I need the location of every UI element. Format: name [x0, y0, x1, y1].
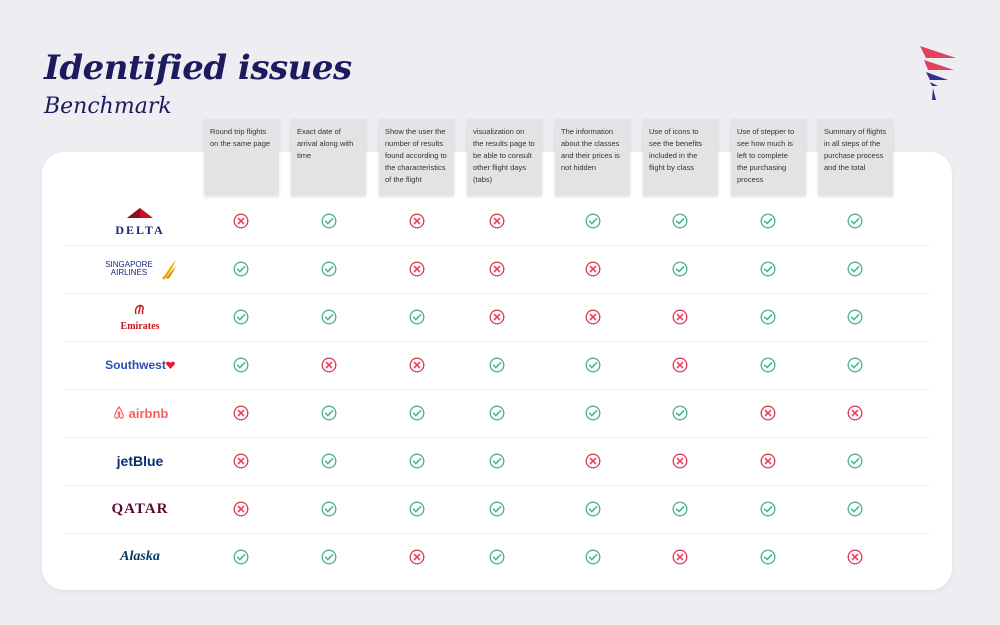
airline-logo-delta: DELTA — [70, 206, 210, 237]
airline-logo-qatar: QATAR — [70, 494, 210, 524]
page-subtitle: Benchmark — [44, 94, 172, 119]
cross-circle-icon — [672, 549, 688, 565]
cross-circle-icon — [672, 453, 688, 469]
column-header: Use of stepper to see how much is left t… — [731, 119, 806, 195]
airline-logo-emirates: Emirates — [70, 302, 210, 332]
logo-text: jetBlue — [116, 453, 164, 469]
check-circle-icon — [760, 549, 776, 565]
check-circle-icon — [847, 501, 863, 517]
brand-logo-icon — [920, 44, 956, 100]
cross-circle-icon — [489, 309, 505, 325]
check-circle-icon — [233, 309, 249, 325]
check-circle-icon — [321, 549, 337, 565]
logo-text: Southwest — [105, 358, 166, 372]
airline-logo-alaska: Alaska — [70, 542, 210, 572]
logo-text: Emirates — [120, 321, 160, 332]
column-header: visualization on the results page to be … — [467, 119, 542, 195]
cross-circle-icon — [233, 213, 249, 229]
cross-circle-icon — [409, 549, 425, 565]
check-circle-icon — [489, 453, 505, 469]
cross-circle-icon — [672, 309, 688, 325]
check-circle-icon — [321, 405, 337, 421]
check-circle-icon — [847, 309, 863, 325]
check-circle-icon — [847, 357, 863, 373]
check-circle-icon — [585, 501, 601, 517]
cross-circle-icon — [409, 261, 425, 277]
check-circle-icon — [760, 261, 776, 277]
check-circle-icon — [489, 405, 505, 421]
column-header: Use of icons to see the benefits include… — [643, 119, 718, 195]
check-circle-icon — [489, 501, 505, 517]
cross-circle-icon — [409, 357, 425, 373]
logo-text: Alaska — [120, 549, 160, 564]
cross-circle-icon — [585, 453, 601, 469]
cross-circle-icon — [233, 453, 249, 469]
check-circle-icon — [321, 213, 337, 229]
row-divider — [64, 245, 930, 246]
check-circle-icon — [585, 213, 601, 229]
check-circle-icon — [321, 501, 337, 517]
column-header: The information about the classes and th… — [555, 119, 630, 195]
check-circle-icon — [585, 357, 601, 373]
column-header: Round trip flights on the same page — [204, 119, 279, 195]
cross-circle-icon — [233, 405, 249, 421]
cross-circle-icon — [409, 213, 425, 229]
cross-circle-icon — [760, 453, 776, 469]
row-divider — [64, 389, 930, 390]
airline-logo-singapore: SINGAPORE AIRLINES — [70, 254, 210, 284]
check-circle-icon — [233, 357, 249, 373]
cross-circle-icon — [321, 357, 337, 373]
row-divider — [64, 533, 930, 534]
check-circle-icon — [321, 261, 337, 277]
cross-circle-icon — [233, 501, 249, 517]
check-circle-icon — [760, 501, 776, 517]
check-circle-icon — [760, 309, 776, 325]
column-header: Show the user the number of results foun… — [379, 119, 454, 195]
cross-circle-icon — [760, 405, 776, 421]
check-circle-icon — [233, 261, 249, 277]
cross-circle-icon — [672, 357, 688, 373]
check-circle-icon — [760, 357, 776, 373]
cross-circle-icon — [847, 405, 863, 421]
logo-text: QATAR — [111, 500, 169, 517]
logo-text: SINGAPORE AIRLINES — [105, 260, 153, 277]
check-circle-icon — [760, 213, 776, 229]
page-title: Identified issues — [44, 48, 352, 88]
check-circle-icon — [409, 405, 425, 421]
benchmark-card — [42, 152, 952, 590]
column-header: Summary of flights in all steps of the p… — [818, 119, 893, 195]
cross-circle-icon — [847, 549, 863, 565]
cross-circle-icon — [585, 261, 601, 277]
row-divider — [64, 437, 930, 438]
check-circle-icon — [672, 261, 688, 277]
column-header: Exact date of arrival along with time — [291, 119, 366, 195]
check-circle-icon — [847, 261, 863, 277]
airline-logo-airbnb: airbnb — [70, 398, 210, 428]
airline-logo-southwest: Southwest — [70, 350, 210, 380]
check-circle-icon — [489, 357, 505, 373]
check-circle-icon — [847, 213, 863, 229]
logo-text: airbnb — [128, 405, 169, 421]
check-circle-icon — [409, 453, 425, 469]
check-circle-icon — [233, 549, 249, 565]
check-circle-icon — [585, 405, 601, 421]
check-circle-icon — [672, 501, 688, 517]
cross-circle-icon — [585, 309, 601, 325]
row-divider — [64, 485, 930, 486]
check-circle-icon — [321, 453, 337, 469]
check-circle-icon — [847, 453, 863, 469]
airline-logo-jetblue: jetBlue — [70, 446, 210, 476]
row-divider — [64, 341, 930, 342]
check-circle-icon — [672, 213, 688, 229]
check-circle-icon — [321, 309, 337, 325]
cross-circle-icon — [489, 261, 505, 277]
check-circle-icon — [409, 501, 425, 517]
cross-circle-icon — [489, 213, 505, 229]
row-divider — [64, 293, 930, 294]
check-circle-icon — [672, 405, 688, 421]
check-circle-icon — [409, 309, 425, 325]
logo-text: DELTA — [115, 222, 165, 237]
check-circle-icon — [489, 549, 505, 565]
check-circle-icon — [585, 549, 601, 565]
